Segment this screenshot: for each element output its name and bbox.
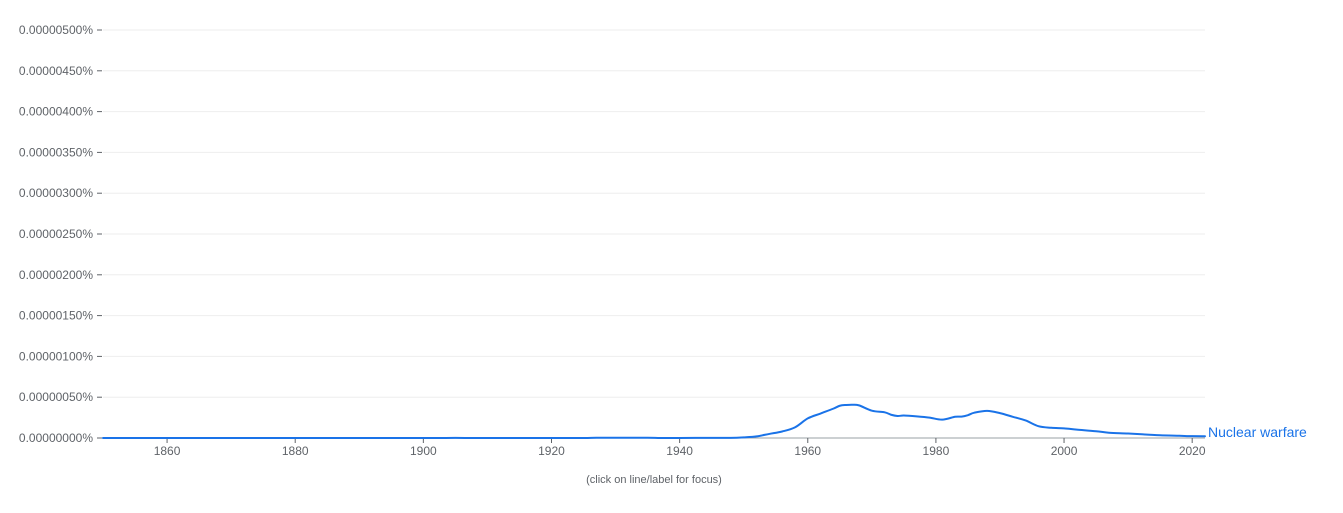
x-tick-label: 1980 [923, 444, 950, 458]
x-tick-label: 2000 [1051, 444, 1078, 458]
x-axis: 1860 1880 1900 1920 1940 1960 1980 2000 2020 [103, 437, 1206, 458]
y-tick-label: 0.00000250% [19, 227, 93, 241]
focus-hint: (click on line/label for focus) [586, 474, 722, 486]
y-tick-label: 0.00000400% [19, 105, 93, 119]
x-tick-label: 1900 [410, 444, 437, 458]
x-tick-label: 1960 [794, 444, 821, 458]
x-tick-label: 2020 [1179, 444, 1206, 458]
x-tick-label: 1860 [154, 444, 181, 458]
y-axis: 0.00000000% 0.00000050% 0.00000100% 0.00000… [19, 23, 102, 445]
y-tick-label: 0.00000300% [19, 186, 93, 200]
y-tick-label: 0.00000000% [19, 431, 93, 445]
grid-layer [103, 29, 1205, 398]
series-line[interactable] [102, 403, 1206, 440]
y-tick-label: 0.00000050% [19, 390, 93, 404]
y-tick-label: 0.00000200% [19, 268, 93, 282]
y-tick-label: 0.00000500% [19, 23, 93, 37]
y-tick-label: 0.00000350% [19, 145, 93, 159]
series-layer[interactable]: Nuclear warfare [102, 403, 1307, 441]
x-tick-label: 1880 [282, 444, 309, 458]
y-tick-label: 0.00000150% [19, 309, 93, 323]
series-label[interactable]: Nuclear warfare [1208, 424, 1307, 440]
x-tick-label: 1940 [666, 444, 693, 458]
y-tick-label: 0.00000100% [19, 349, 93, 363]
y-tick-label: 0.00000450% [19, 64, 93, 78]
x-tick-label: 1920 [538, 444, 565, 458]
